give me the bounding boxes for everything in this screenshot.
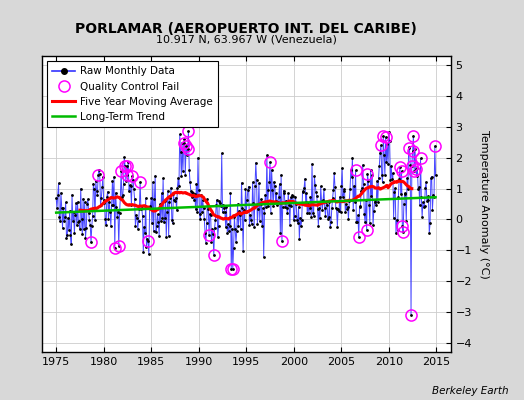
Text: PORLAMAR (AEROPUERTO INT. DEL CARIBE): PORLAMAR (AEROPUERTO INT. DEL CARIBE) xyxy=(75,22,417,36)
Legend: Raw Monthly Data, Quality Control Fail, Five Year Moving Average, Long-Term Tren: Raw Monthly Data, Quality Control Fail, … xyxy=(47,61,219,127)
Text: Berkeley Earth: Berkeley Earth xyxy=(432,386,508,396)
Y-axis label: Temperature Anomaly (°C): Temperature Anomaly (°C) xyxy=(478,130,489,278)
Text: 10.917 N, 63.967 W (Venezuela): 10.917 N, 63.967 W (Venezuela) xyxy=(156,34,337,44)
